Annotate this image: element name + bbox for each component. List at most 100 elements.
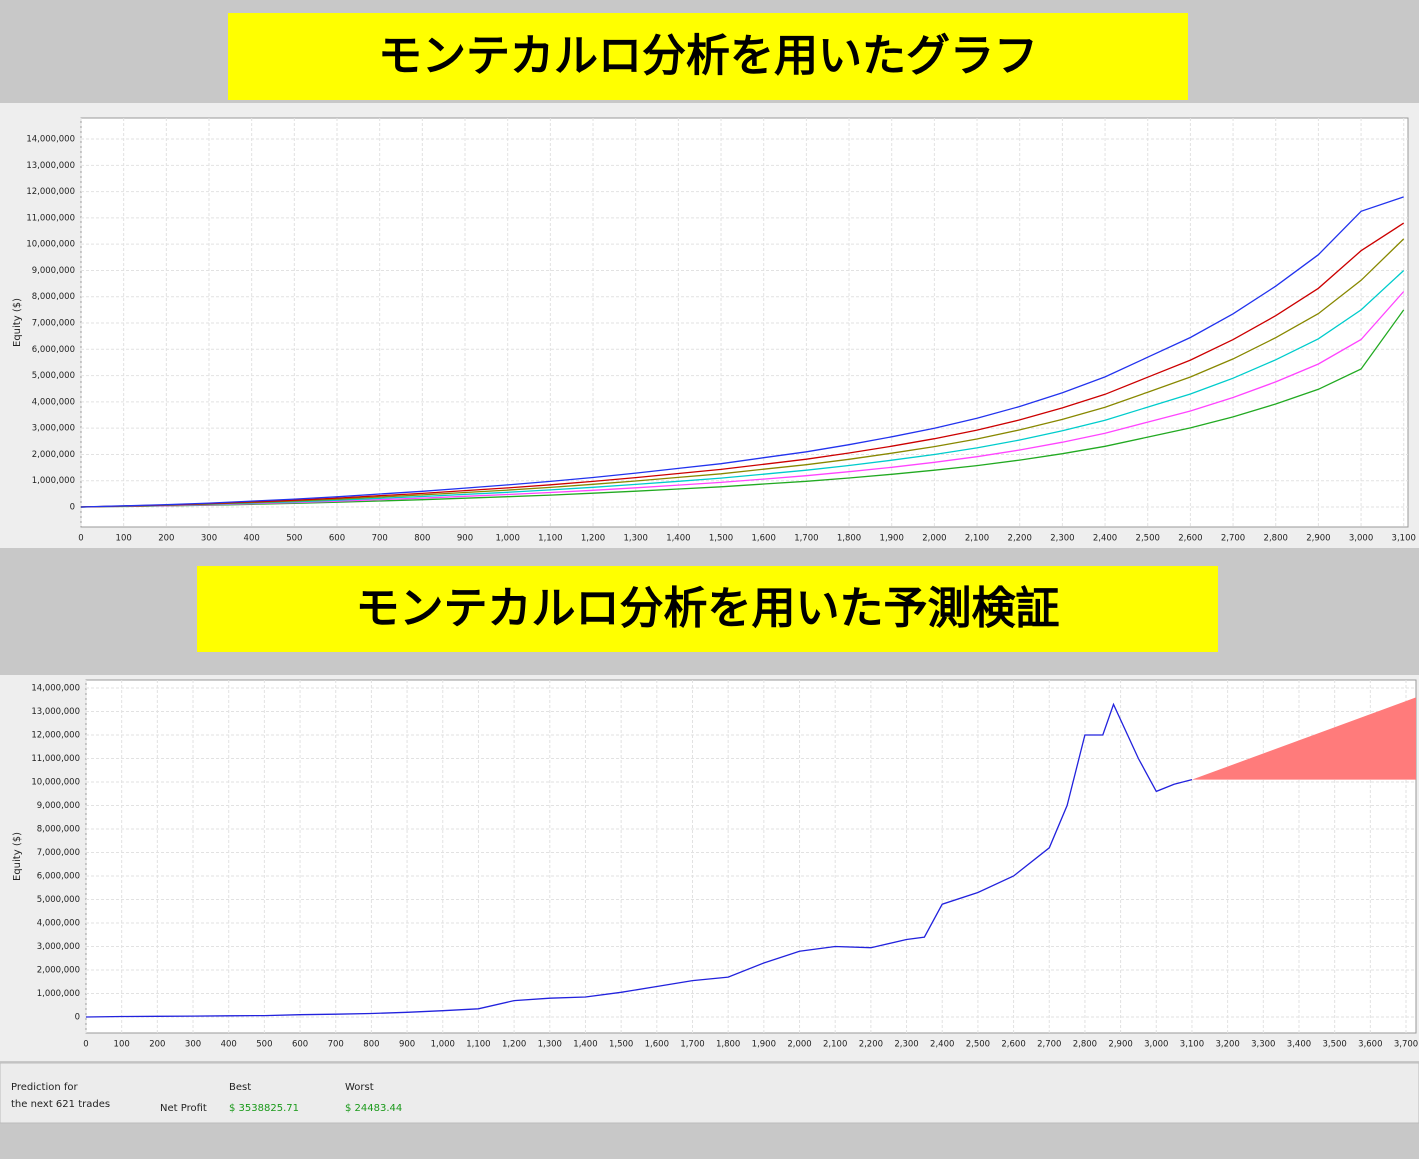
series-line: [80, 222, 1405, 508]
x-tick-label: 1,900: [752, 1040, 776, 1050]
x-tick-label: 2,000: [922, 534, 946, 544]
x-tick-label: 2,500: [1136, 534, 1160, 544]
x-tick-label: 3,400: [1287, 1040, 1311, 1050]
title-banner: [228, 13, 1188, 100]
y-tick-label: 6,000,000: [32, 345, 75, 355]
x-tick-label: 600: [292, 1040, 308, 1050]
x-tick-label: 100: [116, 534, 132, 544]
series-line: [85, 702, 1193, 1018]
x-tick-label: 2,900: [1108, 1040, 1132, 1050]
y-tick-label: 12,000,000: [26, 187, 75, 197]
x-tick-label: 800: [363, 1040, 379, 1050]
series-line: [80, 291, 1405, 508]
y-tick-label: 5,000,000: [37, 895, 80, 905]
x-tick-label: 1,600: [645, 1040, 669, 1050]
y-tick-label: 14,000,000: [26, 135, 75, 145]
x-tick-label: 700: [328, 1040, 344, 1050]
y-tick-label: 8,000,000: [37, 825, 80, 835]
x-tick-label: 3,600: [1358, 1040, 1382, 1050]
x-tick-label: 1,700: [794, 534, 818, 544]
x-tick-label: 1,200: [581, 534, 605, 544]
x-tick-label: 2,400: [1093, 534, 1117, 544]
x-tick-label: 1,300: [538, 1040, 562, 1050]
y-tick-label: 2,000,000: [37, 966, 80, 976]
y-tick-label: 9,000,000: [37, 801, 80, 811]
x-tick-label: 1,800: [716, 1040, 740, 1050]
forecast-band: [1191, 697, 1416, 780]
y-tick-label: 6,000,000: [37, 872, 80, 882]
x-tick-label: 2,500: [966, 1040, 990, 1050]
x-tick-label: 600: [329, 534, 345, 544]
x-tick-label: 200: [158, 534, 174, 544]
x-tick-label: 1,800: [837, 534, 861, 544]
x-tick-label: 400: [244, 534, 260, 544]
y-tick-label: 13,000,000: [26, 161, 75, 171]
x-tick-label: 400: [221, 1040, 237, 1050]
x-tick-label: 3,200: [1215, 1040, 1239, 1050]
y-tick-label: 9,000,000: [32, 266, 75, 276]
y-tick-label: 0: [70, 503, 75, 513]
x-tick-label: 2,700: [1221, 534, 1245, 544]
y-tick-label: 7,000,000: [37, 848, 80, 858]
column-header: Best: [229, 1082, 251, 1093]
series-line: [80, 270, 1405, 508]
x-tick-label: 1,000: [431, 1040, 455, 1050]
x-tick-label: 3,000: [1349, 534, 1373, 544]
chart-title: モンテカルロ分析を用いた予測検証: [356, 583, 1060, 634]
x-tick-label: 1,400: [573, 1040, 597, 1050]
y-tick-label: 7,000,000: [32, 319, 75, 329]
x-tick-label: 500: [286, 534, 302, 544]
y-tick-label: 10,000,000: [26, 240, 75, 250]
x-tick-label: 2,000: [787, 1040, 811, 1050]
x-tick-label: 700: [372, 534, 388, 544]
series-line: [80, 309, 1405, 508]
prediction-heading: Prediction for: [11, 1082, 78, 1093]
y-tick-label: 11,000,000: [26, 213, 75, 223]
y-tick-label: 13,000,000: [31, 707, 80, 717]
y-tick-label: 4,000,000: [32, 397, 75, 407]
y-axis-label: Equity ($): [12, 298, 23, 347]
x-tick-label: 900: [399, 1040, 415, 1050]
x-tick-label: 2,400: [930, 1040, 954, 1050]
x-tick-label: 3,300: [1251, 1040, 1275, 1050]
x-tick-label: 2,800: [1264, 534, 1288, 544]
x-tick-label: 300: [201, 534, 217, 544]
x-tick-label: 2,600: [1178, 534, 1202, 544]
y-tick-label: 8,000,000: [32, 292, 75, 302]
x-tick-label: 800: [414, 534, 430, 544]
series-line: [80, 196, 1404, 508]
x-tick-label: 500: [256, 1040, 272, 1050]
x-tick-label: 2,200: [1008, 534, 1032, 544]
x-tick-label: 200: [149, 1040, 165, 1050]
y-tick-label: 3,000,000: [37, 942, 80, 952]
plot-area: [80, 117, 1409, 528]
x-tick-label: 2,300: [1050, 534, 1074, 544]
row-label: Net Profit: [160, 1103, 207, 1114]
x-tick-label: 2,700: [1037, 1040, 1061, 1050]
y-tick-label: 3,000,000: [32, 424, 75, 434]
x-tick-label: 2,600: [1001, 1040, 1025, 1050]
y-tick-label: 1,000,000: [37, 989, 80, 999]
x-tick-label: 2,200: [859, 1040, 883, 1050]
x-tick-label: 3,700: [1394, 1040, 1418, 1050]
x-tick-label: 0: [78, 534, 83, 544]
x-tick-label: 2,100: [823, 1040, 847, 1050]
x-tick-label: 2,300: [894, 1040, 918, 1050]
y-tick-label: 11,000,000: [31, 754, 80, 764]
x-tick-label: 1,100: [538, 534, 562, 544]
x-tick-label: 2,100: [965, 534, 989, 544]
x-tick-label: 300: [185, 1040, 201, 1050]
x-tick-label: 100: [114, 1040, 130, 1050]
title-banner: [197, 566, 1218, 652]
y-tick-label: 5,000,000: [32, 371, 75, 381]
series-line: [80, 238, 1405, 508]
y-tick-label: 4,000,000: [37, 919, 80, 929]
x-tick-label: 1,000: [496, 534, 520, 544]
x-tick-label: 3,100: [1392, 534, 1416, 544]
x-tick-label: 2,900: [1306, 534, 1330, 544]
x-tick-label: 1,300: [624, 534, 648, 544]
prediction-heading: the next 621 trades: [11, 1099, 110, 1110]
column-header: Worst: [345, 1082, 374, 1093]
chart-title: モンテカルロ分析を用いたグラフ: [378, 31, 1038, 82]
